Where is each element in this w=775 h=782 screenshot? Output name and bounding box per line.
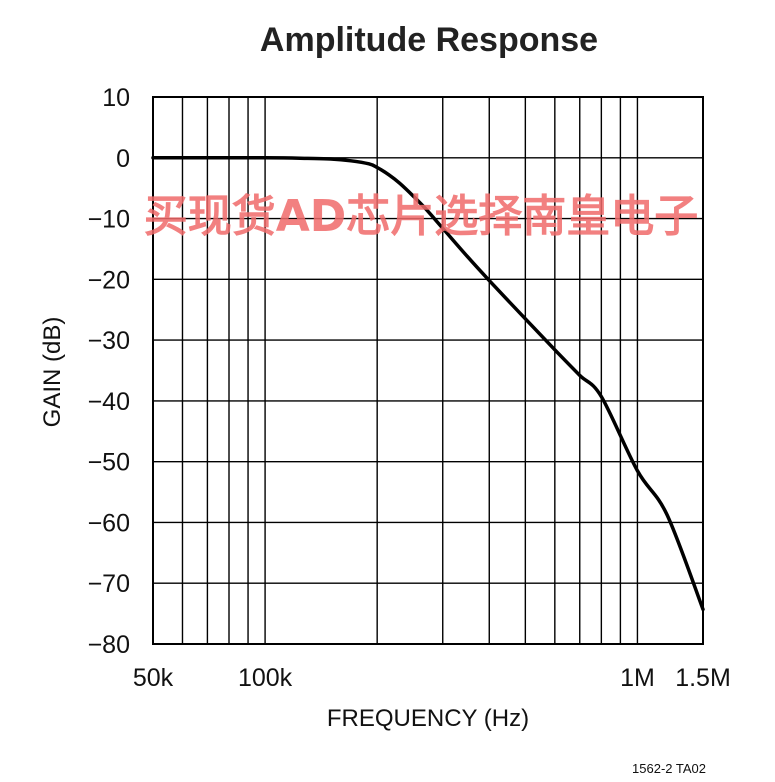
figure-code: 1562-2 TA02 xyxy=(632,761,706,776)
y-tick-label: −40 xyxy=(88,388,130,416)
x-tick-label: 100k xyxy=(238,664,293,692)
chart-title: Amplitude Response xyxy=(260,21,598,59)
y-tick-label: 0 xyxy=(116,145,130,173)
grid xyxy=(153,96,703,645)
y-tick-label: −20 xyxy=(88,266,130,294)
y-tick-label: 10 xyxy=(102,84,130,112)
y-tick-label: −30 xyxy=(88,327,130,355)
x-tick-label: 1.5M xyxy=(675,664,731,692)
y-tick-label: −80 xyxy=(88,631,130,659)
x-axis-ticks: 50k 100k 1M 1.5M xyxy=(133,664,731,692)
x-axis-label: FREQUENCY (Hz) xyxy=(327,705,529,732)
y-tick-label: −50 xyxy=(88,449,130,477)
series-line-gain xyxy=(151,155,705,612)
y-tick-label: −60 xyxy=(88,509,130,537)
y-tick-label: −70 xyxy=(88,570,130,598)
watermark: 买现货AD芯片选择南皇电子 xyxy=(144,191,699,242)
plot-frame xyxy=(152,96,704,645)
y-axis-ticks: 10 0 −10 −20 −30 −40 −50 −60 −70 −80 xyxy=(88,84,130,659)
y-tick-label: −10 xyxy=(88,206,130,234)
x-tick-label: 50k xyxy=(133,664,174,692)
x-tick-label: 1M xyxy=(620,664,655,692)
y-axis-label: GAIN (dB) xyxy=(39,317,66,428)
